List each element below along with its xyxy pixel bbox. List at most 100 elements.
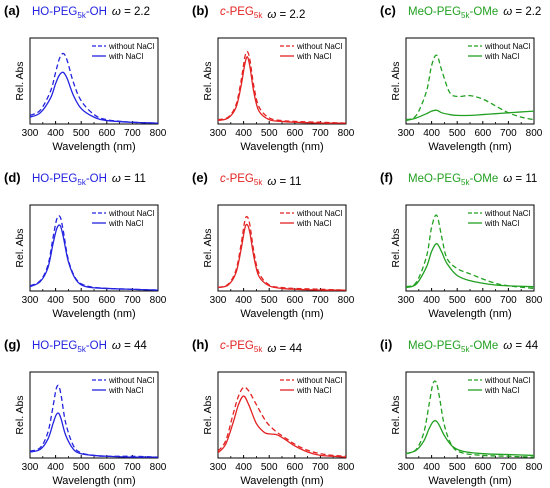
- x-tick-label: 600: [286, 128, 303, 139]
- x-tick-label: 300: [22, 128, 39, 139]
- x-tick-label: 400: [423, 462, 440, 473]
- x-tick-label: 600: [474, 462, 491, 473]
- x-tick-label: 700: [124, 462, 141, 473]
- x-tick-label: 500: [261, 128, 278, 139]
- chart-panel-i: (i) MeO-PEG5k-OMe ω = 44 300 400 500 600 700 800…: [380, 337, 543, 487]
- series-line-with-nacl: [406, 420, 534, 457]
- legend-label-without: without NaCl: [296, 42, 343, 51]
- panel-label: (g): [4, 337, 21, 352]
- x-tick-label: 300: [398, 462, 415, 473]
- x-tick-label: 300: [210, 462, 227, 473]
- x-tick-label: 600: [286, 462, 303, 473]
- series-line-with-nacl: [406, 243, 534, 289]
- title-name: MeO-PEG: [408, 340, 461, 352]
- y-axis-label: Rel. Abs: [390, 228, 402, 267]
- x-tick-label: 400: [47, 462, 64, 473]
- x-tick-label: 300: [210, 295, 227, 306]
- x-axis-label: Wavelength (nm): [240, 141, 323, 153]
- panel-label: (i): [380, 337, 392, 352]
- x-axis-label: Wavelength (nm): [428, 141, 511, 153]
- series-line-without-nacl: [30, 384, 158, 458]
- x-tick-label: 500: [73, 295, 90, 306]
- x-axis-label: Wavelength (nm): [52, 475, 135, 487]
- legend-label-without: without NaCl: [296, 209, 343, 218]
- chart-panel-a: (a) HO-PEG5k-OH ω = 2.2 300 400 500 600 700 800 W…: [4, 3, 167, 153]
- series-line-with-nacl: [406, 109, 534, 122]
- x-tick-label: 700: [500, 128, 517, 139]
- title-omega-value: = 44: [276, 343, 303, 355]
- y-axis-label: Rel. Abs: [14, 395, 26, 434]
- panel-title: c-PEG5k ω = 11: [220, 173, 301, 188]
- legend-label-with: with NaCl: [108, 386, 143, 395]
- panel-title: MeO-PEG5k-OMe ω = 2.2: [408, 6, 541, 20]
- x-tick-label: 500: [449, 128, 466, 139]
- title-subscript: 5k: [461, 178, 470, 187]
- panel-label: (e): [192, 170, 208, 185]
- x-tick-label: 700: [124, 295, 141, 306]
- panel-title: HO-PEG5k-OH ω = 11: [32, 173, 146, 187]
- title-suffix: -OH: [86, 173, 107, 185]
- x-tick-label: 800: [150, 462, 167, 473]
- title-subscript: 5k: [77, 345, 86, 354]
- series-line-without-nacl: [218, 386, 346, 457]
- x-axis-label: Wavelength (nm): [240, 308, 323, 320]
- x-tick-label: 600: [474, 295, 491, 306]
- legend-label-with: with NaCl: [484, 219, 519, 228]
- title-suffix: -OH: [86, 340, 107, 352]
- legend-label-without: without NaCl: [484, 376, 531, 385]
- x-tick-label: 400: [423, 295, 440, 306]
- title-subscript: 5k: [254, 178, 263, 187]
- title-omega: ω: [112, 173, 121, 185]
- x-tick-label: 700: [500, 462, 517, 473]
- title-suffix: -OH: [86, 6, 107, 18]
- x-tick-label: 800: [526, 295, 543, 306]
- x-axis-label: Wavelength (nm): [428, 475, 511, 487]
- x-axis-label: Wavelength (nm): [428, 308, 511, 320]
- title-omega-value: = 11: [121, 173, 146, 185]
- title-suffix: -OMe: [470, 340, 499, 352]
- title-omega-value: = 44: [512, 340, 539, 352]
- panel-label: (h): [192, 337, 209, 352]
- title-prefix: c: [220, 173, 226, 185]
- series-line-with-nacl: [30, 224, 158, 291]
- panel-label: (a): [4, 3, 20, 18]
- title-omega-value: = 44: [121, 340, 148, 352]
- legend-label-with: with NaCl: [296, 386, 331, 395]
- x-tick-label: 800: [338, 128, 355, 139]
- x-tick-label: 400: [235, 295, 252, 306]
- title-omega-value: = 2.2: [121, 6, 150, 18]
- x-tick-label: 500: [261, 295, 278, 306]
- x-tick-label: 600: [98, 462, 115, 473]
- title-prefix: c: [220, 340, 226, 352]
- y-axis-label: Rel. Abs: [14, 228, 26, 267]
- title-omega: ω: [503, 6, 512, 18]
- x-tick-label: 700: [312, 128, 329, 139]
- x-tick-label: 800: [526, 462, 543, 473]
- legend-label-without: without NaCl: [484, 42, 531, 51]
- title-omega: ω: [112, 6, 121, 18]
- x-tick-label: 700: [124, 128, 141, 139]
- series-line-with-nacl: [218, 395, 346, 458]
- title-name: HO-PEG: [32, 340, 77, 352]
- chart-panel-c: (c) MeO-PEG5k-OMe ω = 2.2 300 400 500 600 700 80…: [380, 3, 543, 153]
- title-name: HO-PEG: [32, 173, 77, 185]
- chart-panel-b: (b) c-PEG5k ω = 2.2 300 400 500 600 700 800 Wavel…: [192, 3, 355, 153]
- title-omega-value: = 11: [512, 173, 537, 185]
- legend-label-with: with NaCl: [296, 52, 331, 61]
- x-tick-label: 800: [338, 295, 355, 306]
- title-subscript: 5k: [254, 11, 263, 20]
- x-tick-label: 600: [98, 128, 115, 139]
- legend-label-without: without NaCl: [484, 209, 531, 218]
- y-axis-label: Rel. Abs: [14, 61, 26, 100]
- title-omega-value: = 2.2: [512, 6, 541, 18]
- series-line-without-nacl: [406, 380, 534, 458]
- panel-title: c-PEG5k ω = 2.2: [220, 6, 305, 21]
- x-tick-label: 500: [73, 462, 90, 473]
- x-tick-label: 800: [526, 128, 543, 139]
- y-axis-label: Rel. Abs: [202, 395, 214, 434]
- panel-title: c-PEG5k ω = 44: [220, 340, 303, 355]
- x-tick-label: 500: [73, 128, 90, 139]
- y-axis-label: Rel. Abs: [202, 61, 214, 100]
- series-line-with-nacl: [30, 71, 158, 124]
